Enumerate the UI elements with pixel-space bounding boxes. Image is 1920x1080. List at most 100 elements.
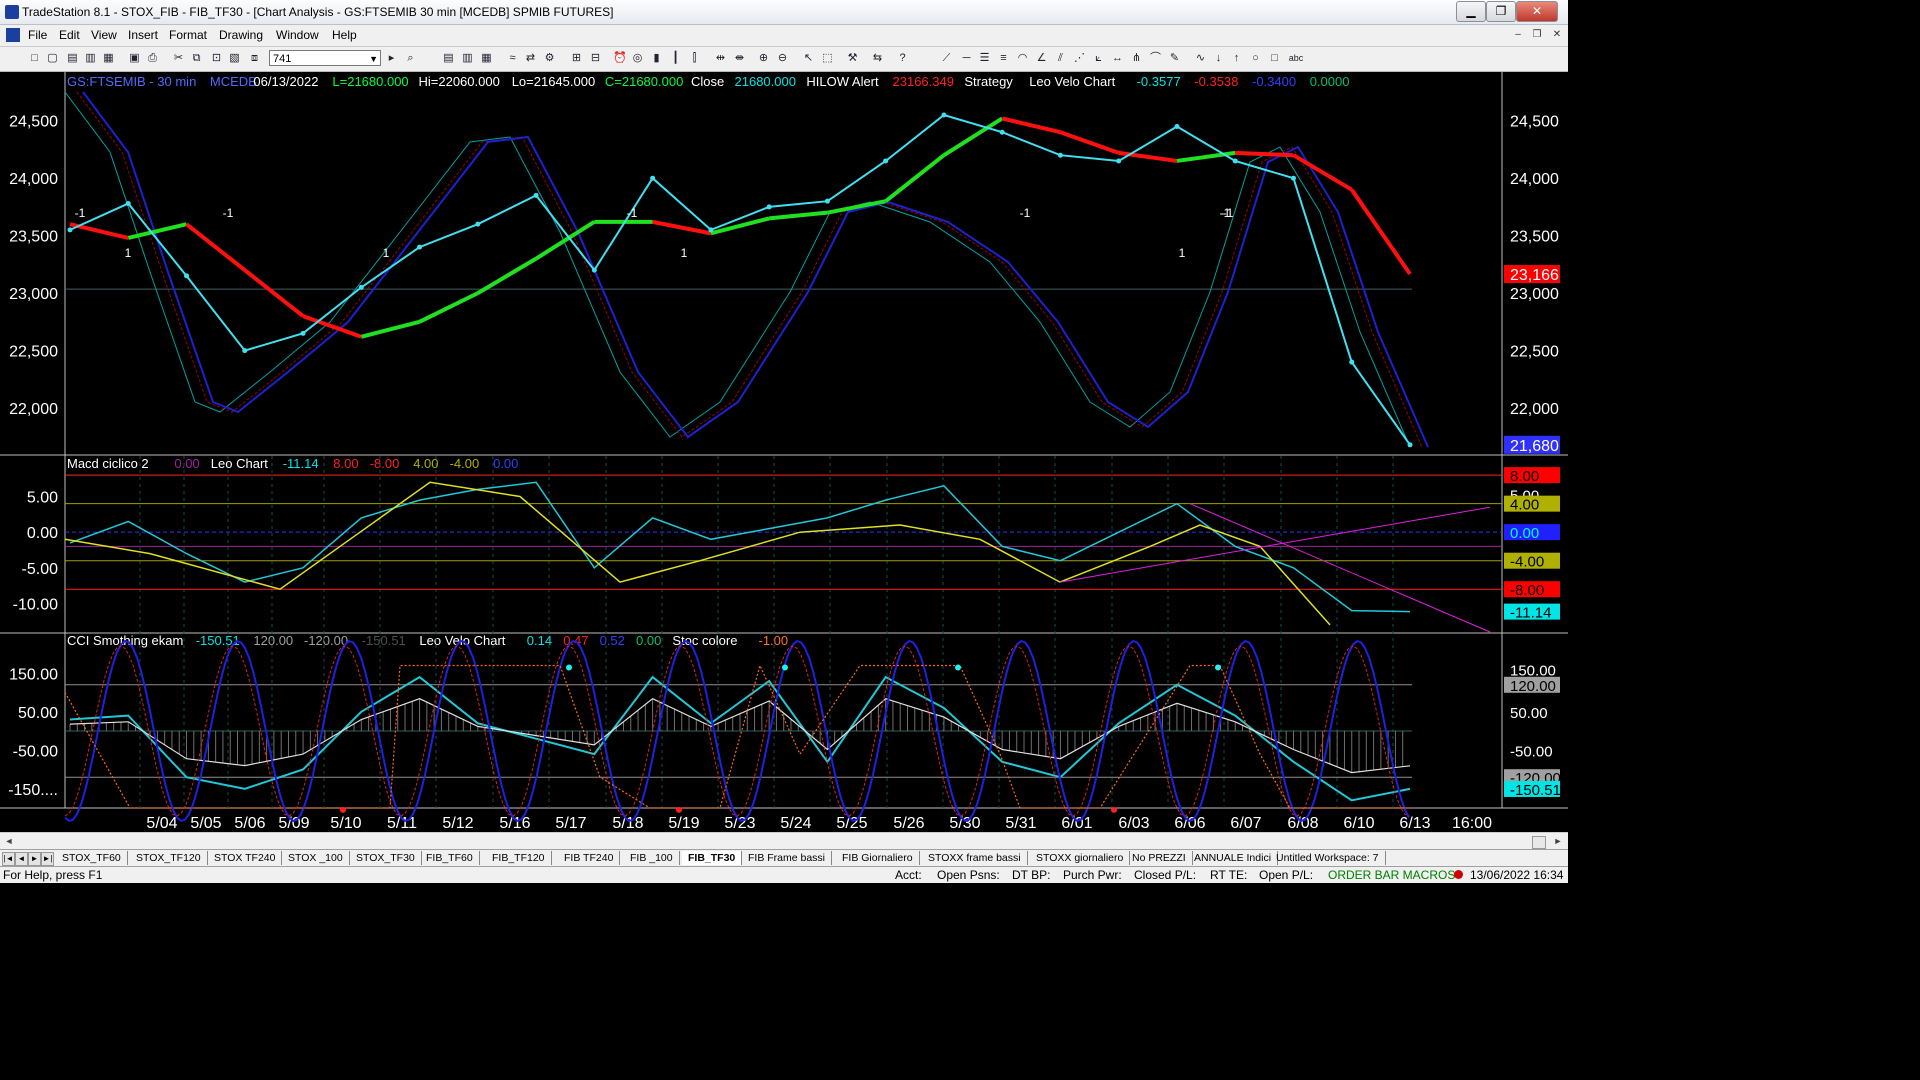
arrow-down-icon[interactable]: ↓ (1215, 52, 1222, 64)
menu-drawing[interactable]: Drawing (219, 28, 264, 42)
workspace-tab[interactable]: STOXX giornaliero (1030, 851, 1131, 865)
workspace-tab[interactable]: STOXX frame bassi (922, 851, 1028, 865)
optimize-icon[interactable]: ⚙ (544, 52, 555, 64)
print-icon[interactable]: ⎙ (148, 52, 157, 64)
workspace-tab[interactable]: FIB TF240 (558, 851, 621, 865)
menu-help[interactable]: Help (332, 28, 357, 42)
pointer-icon[interactable]: ↖ (803, 52, 814, 64)
menu-file[interactable]: File (28, 28, 48, 42)
pitchfork-icon[interactable]: ⋔ (1131, 52, 1142, 64)
minimize-button[interactable]: ▁ (1456, 1, 1486, 22)
menu-format[interactable]: Format (169, 28, 208, 42)
workspace-tab[interactable]: FIB Giornaliero (836, 851, 920, 865)
fib-icon[interactable]: ≡ (1000, 52, 1007, 64)
chart-area[interactable]: GS:FTSEMIB - 30 min MCEDB 06/13/2022 L=2168… (0, 72, 1568, 832)
save-icon[interactable]: ▣ (129, 52, 140, 64)
chart-horizontal-scrollbar[interactable]: ◄ ► (0, 832, 1568, 850)
news-icon[interactable]: ◎ (632, 52, 643, 64)
scroll-right-icon[interactable]: ► (1553, 836, 1563, 846)
workspace-tab[interactable]: STOX _100 (282, 851, 350, 865)
workspace-tab[interactable]: STOX_TF30 (350, 851, 422, 865)
lock-icon[interactable]: ⊡ (211, 52, 222, 64)
horizontal-line-icon[interactable]: ─ (962, 52, 971, 64)
tab-prev-icon[interactable]: ◄ (15, 852, 28, 866)
play-icon[interactable]: ▸ (388, 52, 395, 64)
scroll-left-icon[interactable]: ◄ (4, 836, 14, 846)
workspace-tab[interactable]: STOX_TF120 (130, 851, 208, 865)
ellipse-icon[interactable]: ○ (1252, 52, 1259, 64)
workspace-tab[interactable]: FIB_TF60 (420, 851, 480, 865)
mdi-restore-button[interactable]: ❐ (1532, 29, 1542, 40)
ruler-icon[interactable]: ↔ (1112, 52, 1123, 64)
workspace-tab[interactable]: FIB Frame bassi (742, 851, 833, 865)
zoom-out-icon[interactable]: ⊖ (777, 52, 788, 64)
find-symbol-icon[interactable]: ⌕ (407, 52, 414, 64)
menu-view[interactable]: View (91, 28, 117, 42)
cut-icon[interactable]: ✂ (173, 52, 184, 64)
gann-icon[interactable]: ⟀ (1095, 52, 1102, 64)
radar-screen-icon[interactable]: ▥ (462, 52, 473, 64)
interval-input[interactable]: 741 ▼ (269, 50, 381, 66)
arrow-up-icon[interactable]: ↑ (1233, 52, 1240, 64)
tab-first-icon[interactable]: |◄ (2, 852, 15, 866)
copy-icon[interactable]: ⧉ (192, 52, 201, 64)
menu-window[interactable]: Window (276, 28, 319, 42)
tab-next-icon[interactable]: ► (28, 852, 41, 866)
zoom-in-icon[interactable]: ⊕ (758, 52, 769, 64)
alert-icon[interactable]: ⏰ (613, 52, 627, 64)
matrix-icon[interactable]: ▦ (481, 52, 492, 64)
zoom-in-bars-icon[interactable]: ⇹ (715, 52, 726, 64)
link-icon[interactable]: ⧈ (251, 52, 258, 64)
candle-icon[interactable]: ▮ (653, 52, 660, 64)
workspace-tab[interactable]: No PREZZI (1126, 851, 1193, 865)
pencil-icon[interactable]: ✎ (1169, 52, 1180, 64)
order-bar-icon[interactable]: ⇆ (872, 52, 883, 64)
angle-icon[interactable]: ∠ (1036, 52, 1047, 64)
new-window-icon[interactable]: ▢ (47, 52, 58, 64)
workspace-tab[interactable]: STOX TF240 (208, 851, 283, 865)
mdi-minimize-button[interactable]: – (1515, 29, 1521, 40)
trendline-icon[interactable]: ⟋ (942, 52, 951, 64)
restore-button[interactable]: ❐ (1486, 1, 1516, 22)
format-icon[interactable]: ⊞ (571, 52, 582, 64)
cycle-icon[interactable]: ⌒ (1150, 52, 1161, 64)
workspace-tab[interactable]: Untitled Workspace: 7 (1270, 851, 1386, 865)
tools-icon[interactable]: ⚒ (847, 52, 858, 64)
new-icon[interactable]: □ (31, 52, 38, 64)
close-button[interactable]: ✕ (1516, 1, 1558, 22)
workspace-tab[interactable]: FIB_TF120 (486, 851, 552, 865)
open-icon[interactable]: ▤ (67, 52, 78, 64)
data-window-icon[interactable]: ⊟ (590, 52, 601, 64)
arc-icon[interactable]: ◠ (1017, 52, 1028, 64)
workspace-tab[interactable]: ANNUALE Indici (1188, 851, 1279, 865)
chart-window-icon[interactable]: ▤ (443, 52, 454, 64)
workspace-tab[interactable]: STOX_TF60 (56, 851, 128, 865)
workspace-tab[interactable]: FIB _100 (624, 851, 680, 865)
indicator-icon[interactable]: ≈ (509, 52, 516, 64)
menu-edit[interactable]: Edit (59, 28, 80, 42)
workspace-tab[interactable]: FIB_TF30 (682, 851, 743, 865)
bar-chart-icon[interactable]: ┃ (672, 52, 679, 64)
status-macros[interactable]: ORDER BAR MACROS (1328, 868, 1456, 882)
paste-icon[interactable]: ▧ (229, 52, 240, 64)
open-workspace-icon[interactable]: ▥ (85, 52, 96, 64)
channel-icon[interactable]: ⫽ (1058, 52, 1063, 64)
menu-insert[interactable]: Insert (128, 28, 159, 42)
mdi-close-button[interactable]: ✕ (1552, 29, 1562, 40)
text-tool-icon[interactable]: abc (1288, 53, 1304, 63)
curve-icon[interactable]: ∿ (1195, 52, 1206, 64)
scroll-thumb[interactable] (1532, 836, 1546, 849)
speed-lines-icon[interactable]: ⋰ (1074, 52, 1085, 64)
zoom-out-bars-icon[interactable]: ⇼ (734, 52, 745, 64)
document-icon[interactable] (6, 28, 20, 42)
tab-last-icon[interactable]: ►| (41, 852, 54, 866)
strategy-icon[interactable]: ⇄ (525, 52, 536, 64)
help-icon[interactable]: ? (899, 52, 906, 64)
save-workspace-icon[interactable]: ▦ (103, 52, 114, 64)
ohlc-icon[interactable]: ⫿ (692, 52, 697, 64)
text-lines-icon[interactable]: ☰ (979, 52, 990, 64)
select-icon[interactable]: ⬚ (822, 52, 833, 64)
rectangle-icon[interactable]: □ (1271, 52, 1278, 64)
chevron-down-icon[interactable]: ▼ (369, 54, 378, 64)
